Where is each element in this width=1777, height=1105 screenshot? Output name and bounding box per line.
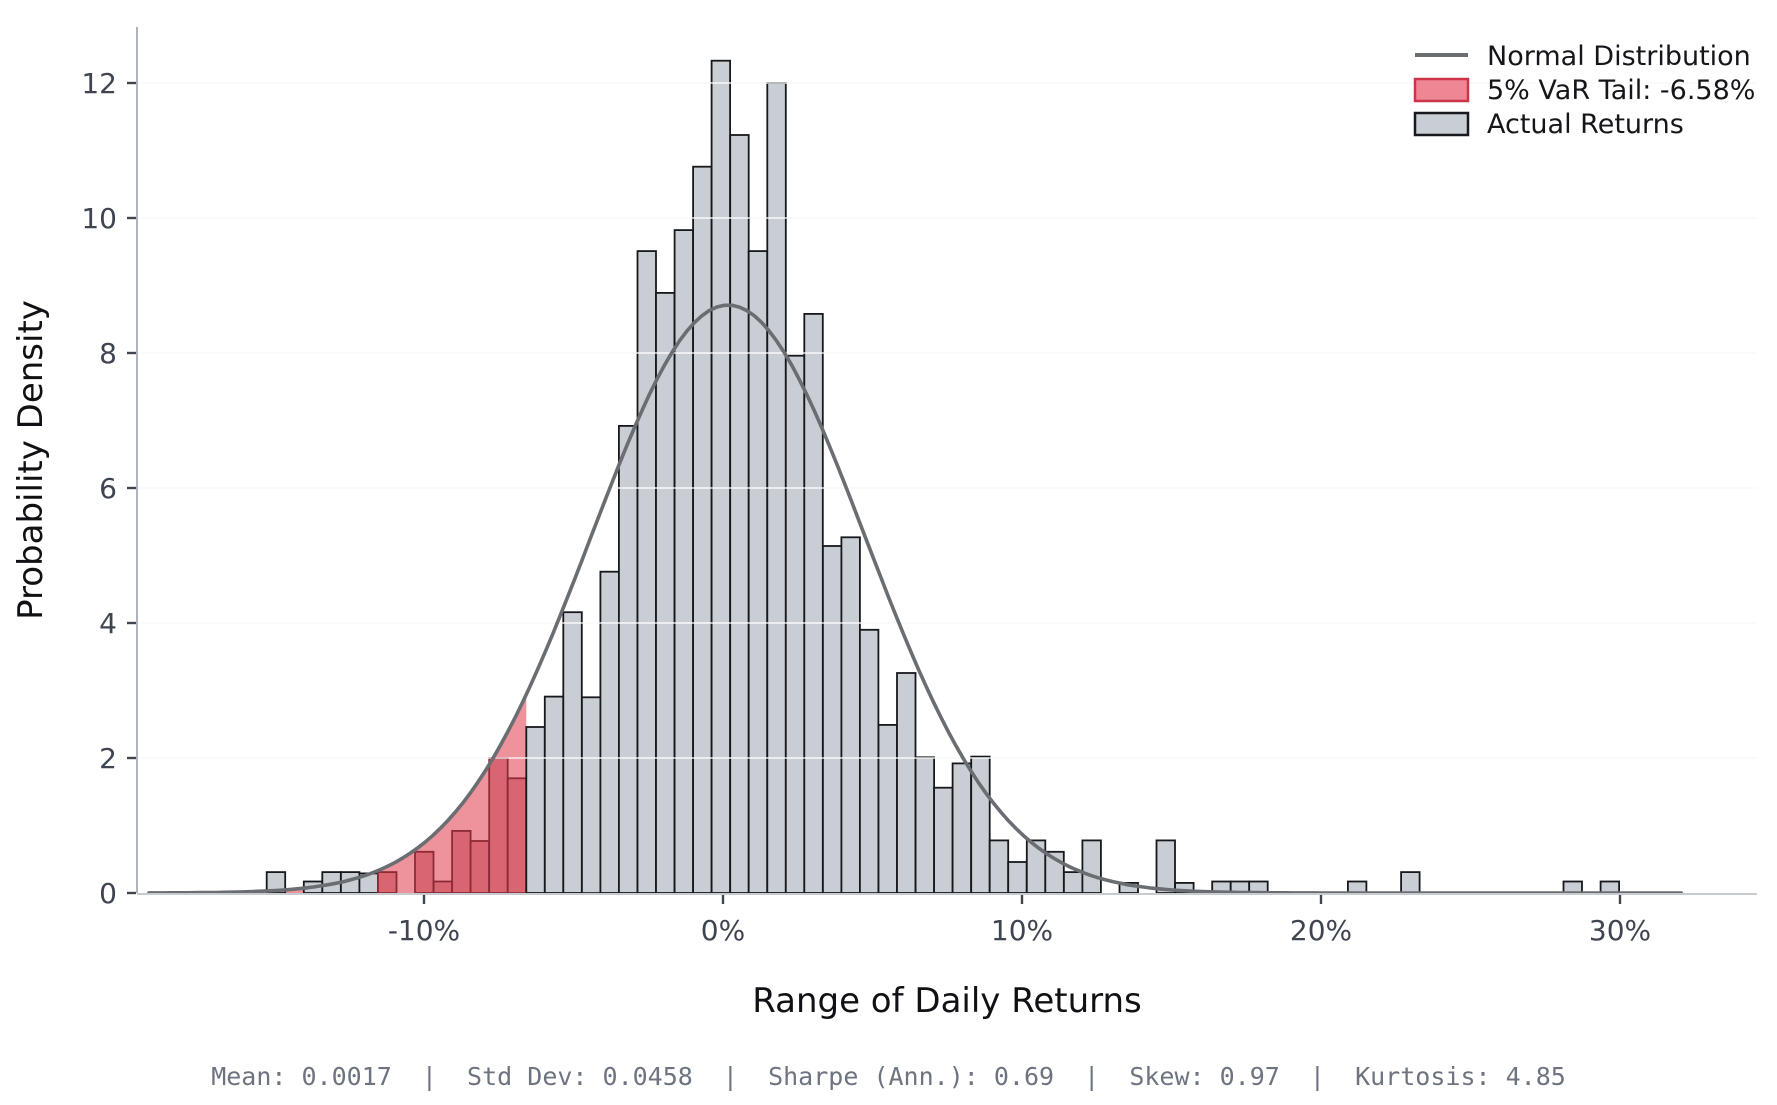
legend-label-actual-returns: Actual Returns [1487,109,1684,140]
histogram-bar [1063,871,1084,894]
histogram-bar [1400,871,1421,894]
legend-item-var-tail: 5% VaR Tail: -6.58% [1413,75,1755,106]
x-tick-label: 30% [1589,914,1651,947]
var-tail-area [148,694,527,893]
y-tick-label: 0 [99,877,117,910]
histogram-bar [692,165,713,894]
histogram-bar [803,312,824,894]
var-tail-bar [377,871,398,894]
legend-label-normal-distribution: Normal Distribution [1487,41,1751,72]
var-tail-bar [414,850,435,894]
histogram-bar [859,628,880,894]
y-tick-label: 2 [99,742,117,775]
y-tick-label: 10 [81,202,117,235]
histogram-bar [543,695,565,894]
histogram-bar [822,545,843,894]
x-tick-label: 20% [1290,914,1352,947]
x-tick-label: 0% [701,914,745,947]
histogram-bar [784,354,806,894]
histogram-bar [840,536,861,894]
var-tail-bar [488,757,509,894]
x-axis-title: Range of Daily Returns [752,981,1142,1021]
var-tail-bar [432,880,454,894]
y-tick-label: 12 [81,67,117,100]
y-tick-label: 6 [99,472,117,505]
x-tick-label: -10% [388,914,460,947]
histogram-bar [988,839,1010,894]
histogram-bar [1007,861,1028,894]
y-tick-label: 8 [99,337,117,370]
var-tail-swatch [1413,77,1470,103]
histogram-bar [655,291,676,894]
histogram-bar [525,726,546,894]
histogram-bar [636,250,657,894]
histogram-bar [747,250,769,894]
actual-returns-swatch [1413,111,1470,137]
legend-label-var-tail: 5% VaR Tail: -6.58% [1487,75,1755,106]
histogram-bar [710,59,731,894]
y-axis-title: Probability Density [11,300,51,620]
histogram-bar [1155,839,1176,894]
var-tail-bar [506,777,528,894]
histogram-bar [877,724,898,894]
histogram-bar [896,672,917,894]
histogram-bar [581,696,602,894]
histogram-bar [618,424,639,894]
legend-item-normal-distribution: Normal Distribution [1415,41,1751,72]
histogram-bar [599,570,620,894]
histogram-bar [729,134,750,894]
stats-footer: Mean: 0.0017 | Std Dev: 0.0458 | Sharpe … [211,1062,1566,1091]
y-tick-label: 4 [99,607,117,640]
histogram-bar [933,786,954,894]
legend-item-actual-returns: Actual Returns [1413,109,1684,140]
var-tail-bar [469,840,491,894]
histogram-bar [1081,839,1102,894]
var-tail-bar [451,830,472,894]
legend: Normal Distribution 5% VaR Tail: -6.58% … [1413,41,1755,140]
x-tick-label: 10% [991,914,1053,947]
histogram-bar [914,756,935,894]
plot-area: -10% 0% 10% 20% 30% 0 2 4 6 8 10 12 [81,27,1757,947]
histogram-bar [951,762,972,894]
histogram-bar [562,611,583,894]
